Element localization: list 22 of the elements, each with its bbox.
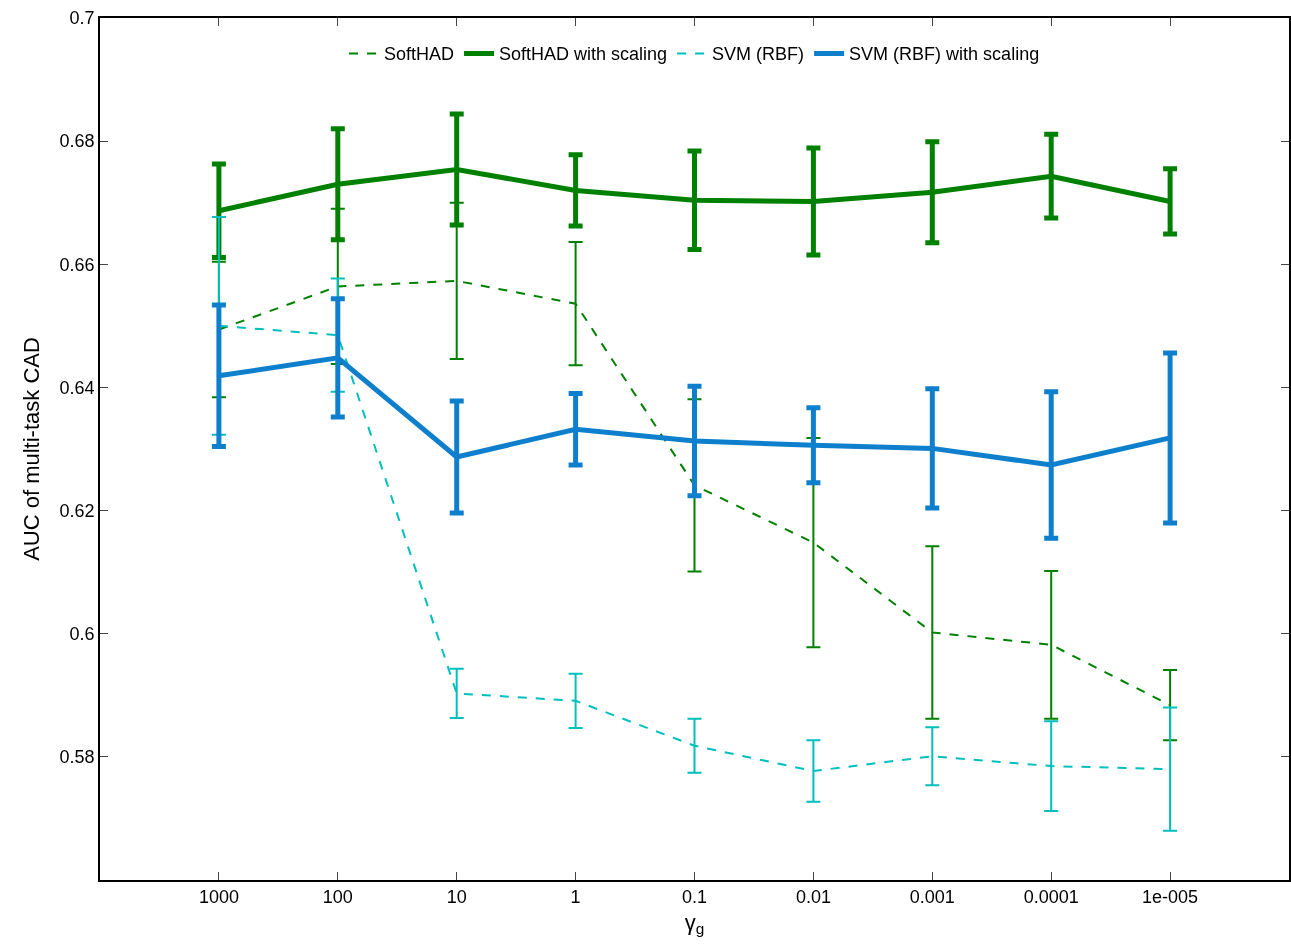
- x-tick-label: 0.0001: [1023, 887, 1079, 908]
- y-tick-label: 0.62: [59, 500, 95, 521]
- x-tick-label: 10: [446, 887, 467, 908]
- x-tick-label: 1000: [198, 887, 239, 908]
- x-tick-label: 1: [570, 887, 581, 908]
- y-axis-title: AUC of multi-task CAD: [18, 337, 44, 561]
- x-axis-title: γ$_{g}$: [684, 909, 705, 938]
- x-tick-label: 0.001: [909, 887, 955, 908]
- legend-label: SoftHAD with scaling: [499, 44, 668, 65]
- x-tick-label: 0.1: [681, 887, 708, 908]
- legend-label: SoftHAD: [384, 44, 455, 65]
- y-tick-label: 0.6: [69, 624, 95, 645]
- x-tick-label: 0.01: [795, 887, 831, 908]
- y-tick-label: 0.7: [69, 8, 95, 29]
- y-tick-label: 0.68: [59, 131, 95, 152]
- legend-label: SVM (RBF) with scaling: [849, 44, 1040, 65]
- legend-label: SVM (RBF): [712, 44, 805, 65]
- y-tick-label: 0.58: [59, 747, 95, 768]
- x-tick-label: 100: [322, 887, 353, 908]
- y-tick-label: 0.66: [59, 254, 95, 275]
- x-tick-label: 1e-005: [1142, 887, 1199, 908]
- y-tick-label: 0.64: [59, 377, 95, 398]
